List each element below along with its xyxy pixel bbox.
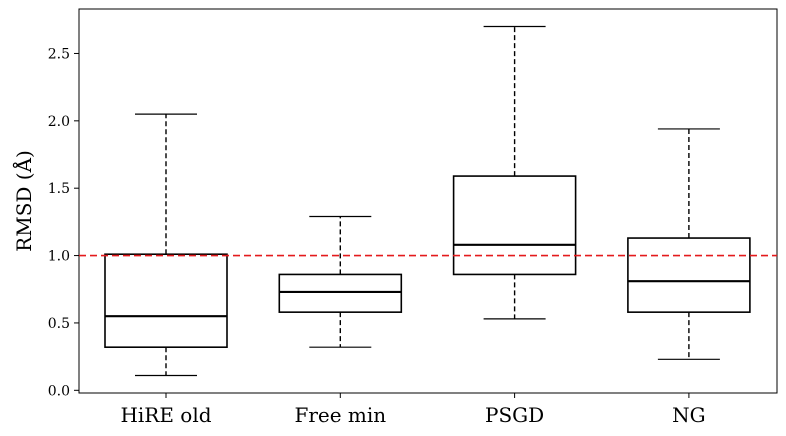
y-tick-label: 1.0 bbox=[48, 249, 70, 265]
x-category-label: NG bbox=[672, 403, 705, 427]
box-psgd bbox=[452, 25, 577, 320]
plot-area-frame bbox=[78, 8, 778, 394]
y-axis-label: RMSD (Å) bbox=[11, 150, 36, 252]
y-tick-label: 2.0 bbox=[48, 114, 70, 130]
box-free-min bbox=[278, 215, 403, 348]
y-tick-label: 2.5 bbox=[48, 46, 70, 62]
y-axis: 0.0 0.5 1.0 1.5 2.0 2.5 bbox=[48, 46, 79, 399]
boxes-layer bbox=[104, 25, 751, 377]
x-category-label: HiRE old bbox=[120, 403, 211, 427]
y-tick-label: 1.5 bbox=[48, 181, 70, 197]
iqr-box bbox=[278, 273, 403, 313]
iqr-box bbox=[627, 237, 751, 313]
iqr-box bbox=[452, 175, 577, 276]
iqr-box bbox=[104, 253, 228, 348]
x-category-label: PSGD bbox=[485, 403, 544, 427]
y-tick-label: 0.0 bbox=[48, 383, 70, 399]
box-ng bbox=[627, 128, 751, 360]
x-axis: HiRE old Free min PSGD NG bbox=[120, 393, 706, 427]
box-hire-old bbox=[104, 113, 228, 377]
x-category-label: Free min bbox=[294, 403, 386, 427]
y-tick-label: 0.5 bbox=[48, 316, 70, 332]
